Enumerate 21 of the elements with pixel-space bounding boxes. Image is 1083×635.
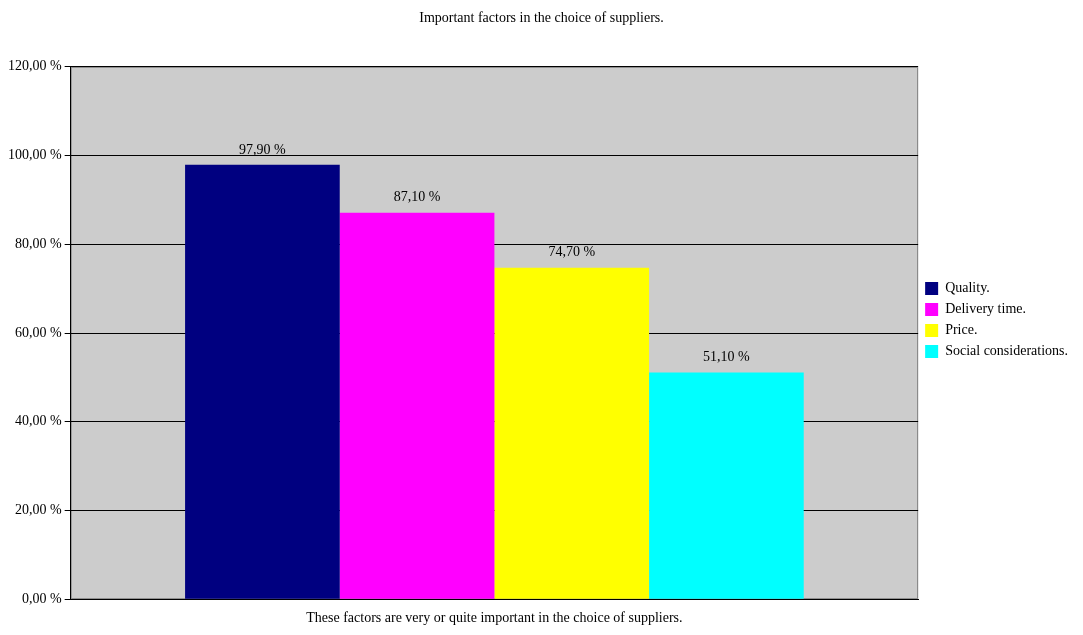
data-label: 51,10 % (703, 349, 751, 365)
chart-title: Important factors in the choice of suppliers. (419, 10, 664, 26)
y-tick-label: 40,00 % (14, 413, 62, 429)
legend-label: Delivery time. (945, 301, 1027, 317)
y-tick-label: 120,00 % (7, 58, 62, 74)
x-tick-label: These factors are very or quite important in the choice of suppliers. (306, 610, 683, 626)
legend-label: Price. (945, 322, 978, 338)
y-tick-label: 20,00 % (14, 502, 62, 518)
y-tick-label: 80,00 % (14, 235, 62, 251)
legend-label: Quality. (945, 280, 990, 296)
y-tick-label: 60,00 % (14, 324, 62, 340)
bar (494, 267, 650, 599)
data-label: 74,70 % (548, 244, 596, 260)
bar (649, 372, 804, 599)
y-tick-label: 100,00 % (7, 147, 62, 163)
data-label: 97,90 % (239, 141, 287, 157)
bar (339, 212, 495, 599)
y-tick-label: 0,00 % (21, 590, 62, 606)
legend-label: Social considerations. (945, 343, 1069, 359)
data-label: 87,10 % (393, 189, 441, 205)
bar (185, 164, 340, 599)
